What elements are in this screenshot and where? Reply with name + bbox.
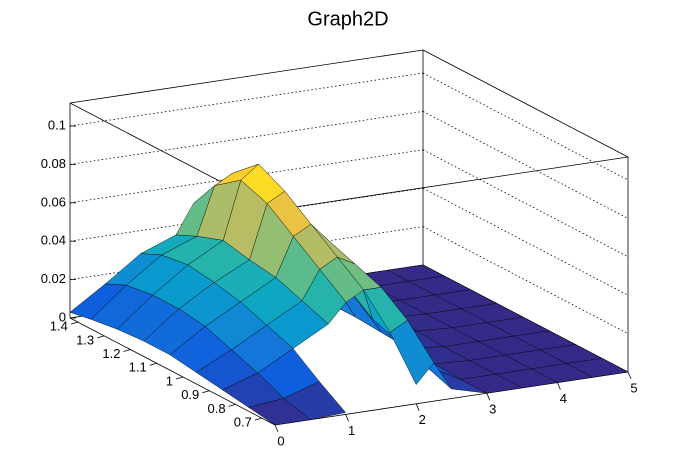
z-tick-label: 0.08	[41, 156, 66, 171]
x-tick-label: 3	[489, 402, 496, 417]
x-tick-label: 4	[560, 391, 567, 406]
grid-line	[69, 72, 424, 127]
box-edge	[422, 49, 629, 158]
y-tick	[123, 349, 131, 352]
z-tick-label: 0	[59, 309, 66, 324]
grid-line	[422, 226, 629, 334]
x-tick	[345, 414, 349, 422]
y-tick-label: 1.3	[76, 332, 94, 347]
y-tick	[254, 417, 262, 421]
grid-line	[422, 111, 629, 219]
x-tick	[415, 403, 420, 411]
z-tick-label: 0.1	[48, 117, 66, 132]
y-tick-label: 0.9	[181, 387, 199, 402]
y-tick	[228, 404, 236, 407]
surface-cell	[248, 398, 311, 426]
x-tick	[274, 424, 279, 433]
y-tick-label: 0.7	[234, 415, 252, 430]
y-tick	[70, 321, 78, 325]
y-tick-label: 1.1	[129, 360, 147, 375]
x-tick-label: 2	[419, 412, 426, 427]
grid-line	[422, 187, 629, 296]
y-tick-label: 0.8	[207, 401, 225, 416]
grid-line	[422, 149, 629, 258]
grid-line	[69, 149, 424, 204]
z-tick-label: 0.04	[41, 233, 66, 248]
y-tick-label: 1.4	[50, 319, 68, 334]
y-tick-label: 1	[166, 373, 173, 388]
grid-line	[422, 72, 629, 181]
box-edge	[69, 49, 424, 104]
surface-cell	[389, 319, 435, 385]
x-tick-label: 0	[277, 433, 284, 448]
z-tick-label: 0.02	[41, 271, 66, 286]
box-edge	[274, 156, 629, 211]
grid-line	[69, 226, 424, 281]
y-tick	[97, 335, 105, 339]
grid-line	[69, 111, 424, 165]
x-tick-label: 5	[630, 380, 637, 395]
grid-line	[69, 187, 424, 242]
z-tick-label: 0.06	[41, 194, 66, 209]
x-tick-label: 1	[348, 423, 355, 438]
y-tick	[175, 376, 184, 380]
x-tick	[486, 393, 491, 401]
y-tick	[202, 390, 210, 394]
y-tick	[149, 362, 157, 366]
chart-title: Graph2D	[307, 8, 388, 30]
x-tick	[627, 371, 632, 380]
x-tick	[557, 382, 561, 390]
y-tick-label: 1.2	[102, 346, 120, 361]
